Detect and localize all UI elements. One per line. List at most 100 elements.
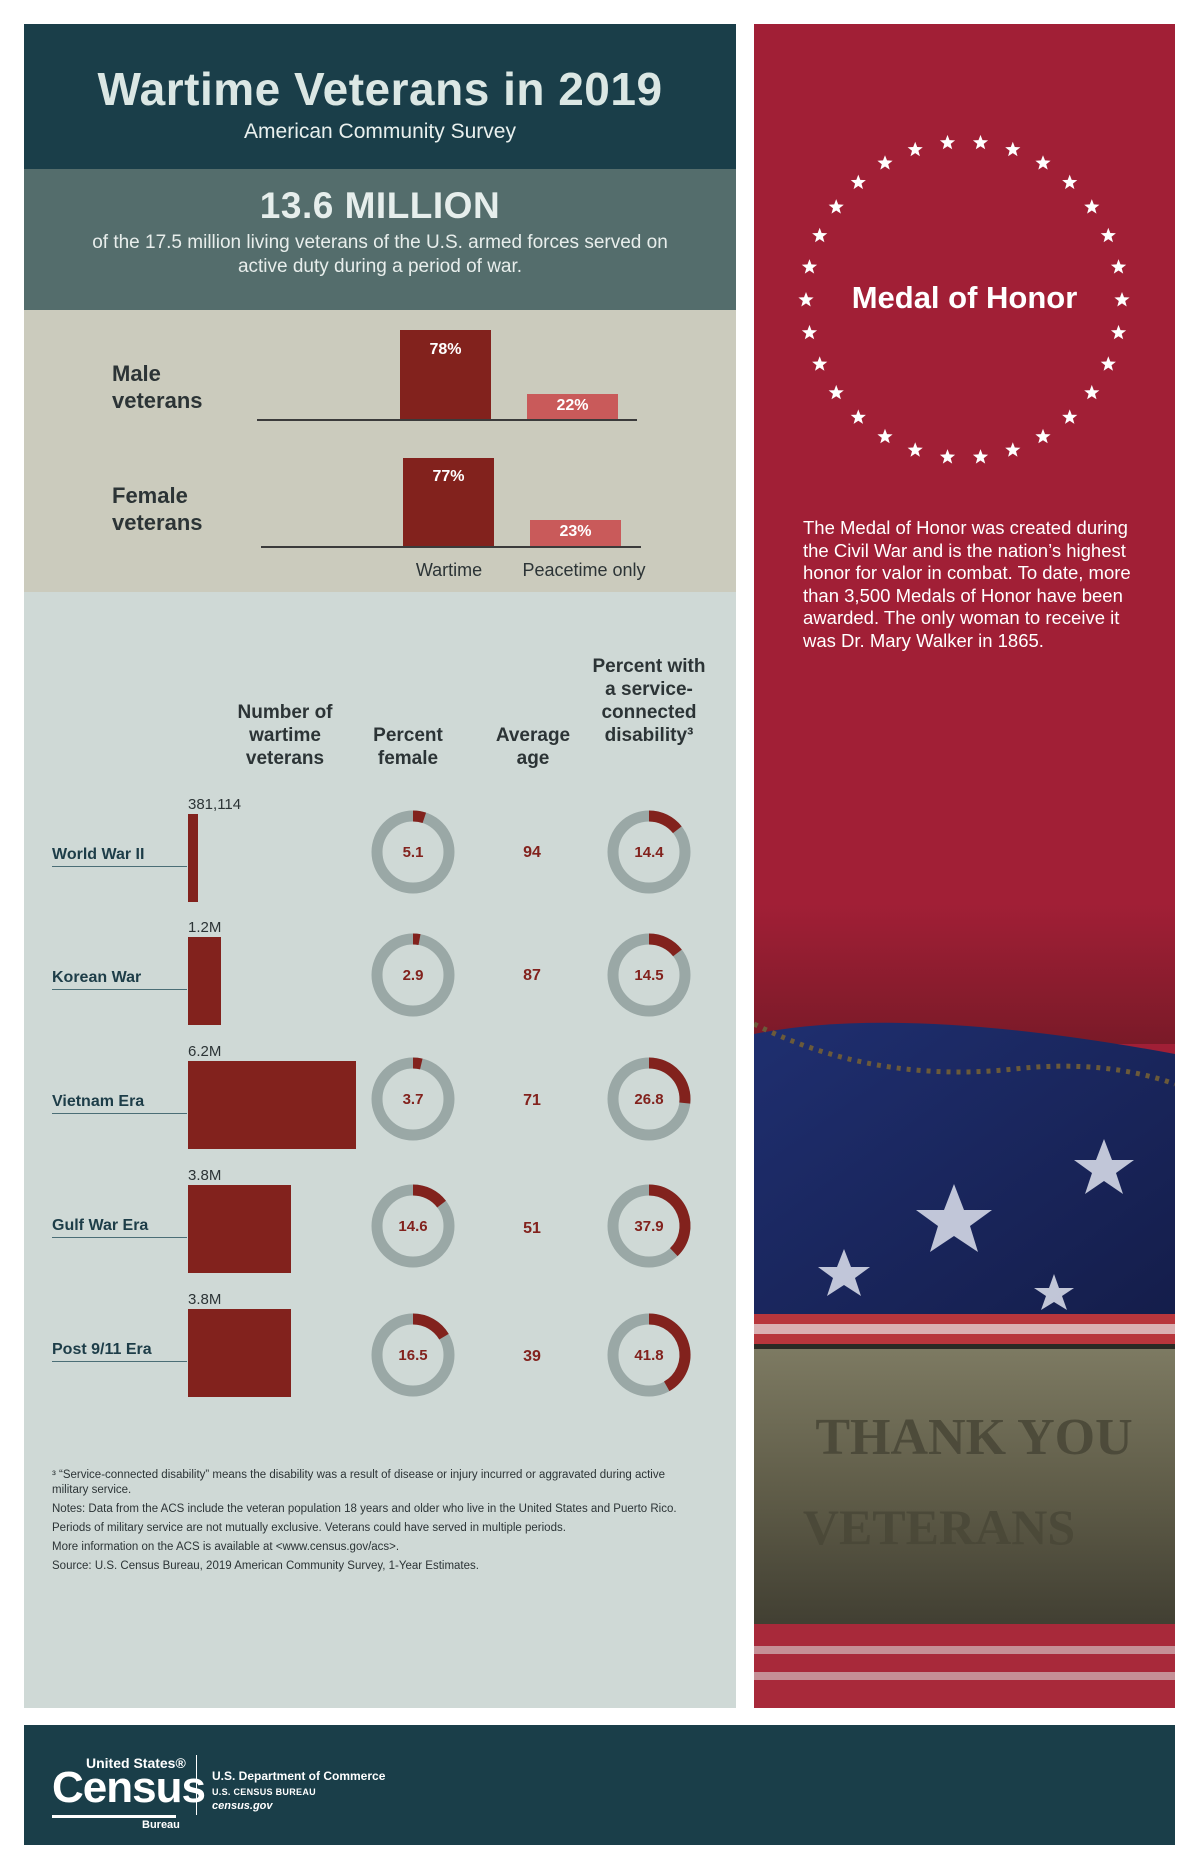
donut-slice-disability [648,1057,691,1104]
photo-text-veterans: VETERANS [803,1499,1075,1555]
vet-count-label: 3.8M [188,1167,222,1184]
row-rule [52,1361,187,1362]
row-rule [52,1113,187,1114]
female-label: Female veterans [112,483,203,535]
star-icon [907,442,923,457]
donut-value-female: 3.7 [403,1091,424,1108]
donut-slice-female [412,810,427,824]
donut-slice-female [412,1057,423,1070]
notes: ³ “Service-connected disability” means t… [52,1468,692,1578]
donut-value-disability: 41.8 [634,1347,663,1364]
star-icon [1062,409,1078,424]
vet-count-label: 3.8M [188,1291,222,1308]
donut-slice-disability [648,933,682,957]
census-logo: United States® Census Bureau [52,1755,212,1835]
vet-count-bar [188,1061,356,1149]
logo-bottom-text: Bureau [142,1819,180,1831]
axis-label-peacetime: Peacetime only [522,560,646,580]
star-icon [877,428,893,444]
avg-age: 94 [523,844,541,861]
male-peacetime-bar: 22% [527,394,618,419]
male-wartime-label: 78% [429,341,462,358]
star-icon [828,199,844,214]
star-icon [828,384,844,400]
star-icon [972,134,989,150]
star-icon [1035,155,1051,170]
donut-slice-disability [648,810,682,834]
source-note: Source: U.S. Census Bureau, 2019 America… [52,1560,479,1572]
census-url[interactable]: census.gov [212,1800,273,1812]
star-icon [812,227,828,243]
avg-age: 39 [523,1348,541,1365]
star-icon [939,134,956,150]
vet-count-label: 381,114 [188,796,242,813]
vet-count-bar [188,1185,291,1273]
row-rule [52,989,187,990]
star-icon [877,155,893,170]
donut-value-disability: 37.9 [634,1218,663,1235]
star-icon [939,449,956,464]
row-rule [52,866,187,867]
star-icon [1005,141,1021,157]
donut-value-disability: 14.4 [634,844,664,861]
star-icon [801,259,818,274]
donut-slice-female [412,933,421,946]
donut-value-female: 2.9 [403,967,424,984]
star-icon [1062,174,1078,190]
photo-text-thank-you: THANK YOU [815,1409,1132,1466]
footnote: ³ “Service-connected disability” means t… [52,1469,665,1496]
female-wartime-label: 77% [432,468,465,485]
row-label-vietnam: Vietnam Era [52,1093,145,1110]
star-icon [1035,428,1051,444]
female-wartime-bar: 77% [403,458,494,546]
female-baseline [261,546,641,548]
male-label: Male veterans [112,361,203,413]
donut-value-disability: 14.5 [634,967,663,984]
star-icon [1100,356,1116,371]
footer-divider [196,1755,197,1815]
vet-count-bar [188,1309,291,1397]
row-label-korea: Korean War [52,969,142,986]
vet-count-bar [188,814,198,902]
dept-name: U.S. Department of Commerce [212,1769,386,1783]
row-label-wwii: World War II [52,846,145,863]
vet-count-label: 6.2M [188,1043,222,1060]
logo-underline [52,1815,176,1818]
photo-illustration: THANK YOU VETERANS [754,904,1175,1708]
donut-slice-disability [648,1313,691,1392]
star-icon [1084,384,1100,400]
col-header-female: Percent female [373,725,443,769]
donut-value-female: 16.5 [398,1347,427,1364]
col-header-number: Number of wartime veterans [237,702,333,769]
headline-text: of the 17.5 million living veterans of t… [92,232,668,277]
page-title: Wartime Veterans in 2019 [97,63,663,115]
bureau-name: U.S. CENSUS BUREAU [212,1787,316,1797]
vet-count-bar [188,937,221,1025]
star-icon [801,324,818,340]
male-wartime-bar: 78% [400,330,491,419]
row-label-gulf: Gulf War Era [52,1217,149,1234]
avg-age: 51 [523,1220,541,1237]
note-2: Periods of military service are not mutu… [52,1522,566,1534]
donut-value-female: 5.1 [403,844,424,861]
donut-slice-disability [648,1184,691,1257]
header: Wartime Veterans in 2019 American Commun… [24,24,736,169]
star-icon [907,141,923,157]
headline-number: 13.6 MILLION [259,185,501,226]
medal-title: Medal of Honor [851,280,1078,315]
page-subtitle: American Community Survey [244,120,516,143]
male-baseline [257,419,637,421]
logo-main-text: Census [52,1763,206,1812]
star-ring [798,134,1130,464]
star-icon [850,409,866,424]
gender-chart-panel: Male veterans Female veterans 78% 22% 77… [24,310,736,592]
row-label-post911: Post 9/11 Era [52,1341,152,1358]
footer: United States® Census Bureau U.S. Depart… [24,1725,1175,1845]
headline-stat: 13.6 MILLION of the 17.5 million living … [24,169,736,310]
donut-value-female: 14.6 [398,1218,427,1235]
star-icon [972,449,989,464]
axis-label-wartime: Wartime [415,560,483,580]
star-icon [812,356,828,371]
male-peacetime-label: 22% [556,397,589,414]
col-header-age: Average age [495,725,571,769]
